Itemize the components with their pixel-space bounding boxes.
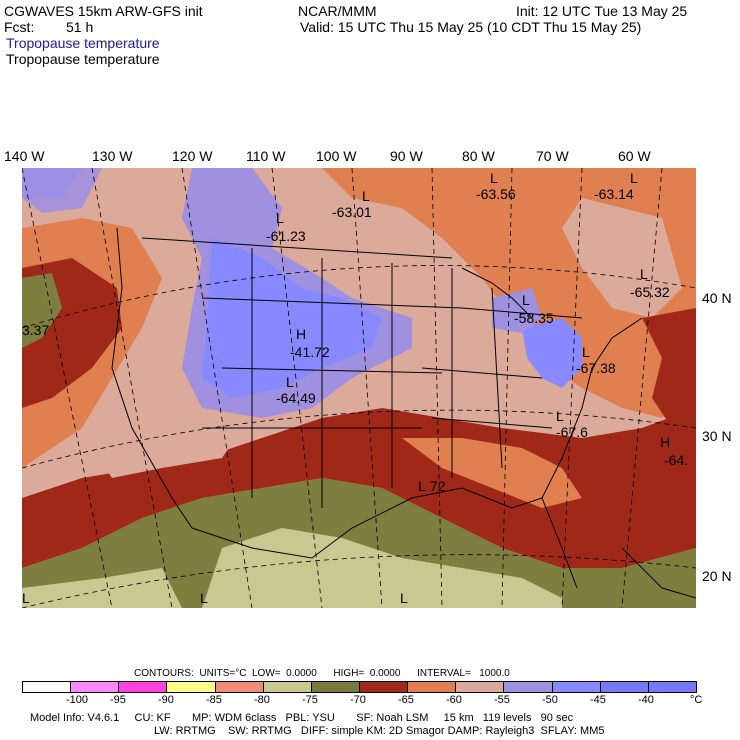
map-low-marker: L [522,292,530,308]
fcst-value: 51 h [66,19,94,35]
map-value-label: -63.01 [332,204,372,220]
lon-label-60w: 60 W [618,148,651,164]
lat-label-20n: 20 N [702,568,732,584]
legend-swatch [503,681,553,693]
map-high-marker: H [296,326,307,342]
map-value-label: -61.23 [266,228,306,244]
pink-region-northeast [562,198,682,318]
map-low-marker: L [22,590,30,606]
legend-tick-label: -50 [542,694,558,706]
lon-label-70w: 70 W [536,148,569,164]
darkred-region-south [22,408,696,568]
map-low-marker: L [582,344,590,360]
map-value-label: -67.6 [556,424,588,440]
legend-tick-label: -65 [398,694,414,706]
legend-swatch [455,681,505,693]
lon-label-120w: 120 W [172,148,213,164]
legend-tick-label: -70 [350,694,366,706]
model-title: CGWAVES 15km ARW-GFS init [4,3,203,19]
model-info-line2: LW: RRTMG SW: RRTMG DIFF: simple KM: 2D … [154,725,605,737]
org-label: NCAR/MMM [298,3,377,19]
legend-tick-label: -95 [110,694,126,706]
field-title: Tropopause temperature [6,51,160,67]
map-value-label: -58.35 [514,310,554,326]
legend-tick-label: -80 [254,694,270,706]
map-low-marker: L [630,170,638,186]
map-value-label: 3.37 [22,322,50,338]
map-high-marker: H [660,434,671,450]
legend-swatch [166,681,216,693]
map-value-label: -65.32 [630,284,670,300]
fcst-label: Fcst: [4,19,35,35]
legend-swatch [118,681,168,693]
legend-swatch [407,681,457,693]
purple-region-greatlakes [492,288,542,333]
map-low-marker: L [400,590,408,606]
legend-unit: °C [690,694,703,706]
color-legend [22,681,697,693]
map-low-marker: L [200,590,208,606]
legend-swatch [22,681,72,693]
blue-region-central [202,238,382,398]
map-low-marker: L [276,210,284,226]
map-value-label: -63.14 [594,186,634,202]
orange-region-southeast [402,438,582,508]
map-low-marker: L [418,478,426,494]
blue-region-eastcoast [522,318,582,388]
lon-label-100w: 100 W [316,148,357,164]
field-title-blue: Tropopause temperature [6,35,160,51]
map-value-label: -64. [664,452,689,468]
legend-swatch [599,681,649,693]
lat-label-30n: 30 N [702,428,732,444]
legend-swatch [310,681,360,693]
pink-region-southwest [92,408,242,478]
map-value-label: -41.72 [290,344,330,360]
legend-swatch [551,681,601,693]
lon-label-130w: 130 W [92,148,133,164]
lon-label-80w: 80 W [462,148,495,164]
valid-time: Valid: 15 UTC Thu 15 May 25 (10 CDT Thu … [300,19,642,35]
legend-tick-label: -40 [638,694,654,706]
map-low-marker: L [490,170,498,186]
legend-tick-label: -45 [590,694,606,706]
tan-region-southwest [22,568,182,608]
contours-info: CONTOURS: UNITS=°C LOW= 0.0000 HIGH= 0.0… [134,668,510,679]
legend-swatch [262,681,312,693]
map-value-label: -63.56 [476,186,516,202]
purple-region-northwest [22,168,102,213]
map-low-marker: L [286,374,294,390]
legend-tick-label: -75 [302,694,318,706]
darkred-region-eastedge [642,308,696,428]
legend-tick-label: -60 [446,694,462,706]
legend-tick-label: -85 [206,694,222,706]
map-value-label: -64.49 [276,390,316,406]
lat-label-40n: 40 N [702,290,732,306]
lon-label-110w: 110 W [246,148,286,164]
legend-tick-label: -55 [494,694,510,706]
tan-region-gulf [202,528,562,608]
map-value-label: -67.38 [576,360,616,376]
legend-swatch [214,681,264,693]
tropopause-temperature-map [22,168,696,608]
legend-swatch [358,681,409,693]
borders [111,227,696,599]
map-low-marker: L [556,408,564,424]
legend-tick-label: -100 [66,694,89,706]
map-value-label: 72 [430,478,446,494]
legend-swatch [70,681,120,693]
model-info-line1: Model Info: V4.6.1 CU: KF MP: WDM 6class… [30,712,574,724]
init-time: Init: 12 UTC Tue 13 May 25 [516,3,688,19]
legend-swatch [647,681,697,693]
map-low-marker: L [640,266,648,282]
olive-region-westcoast [22,273,62,348]
legend-tick-label: -90 [158,694,174,706]
lon-label-140w: 140 W [4,148,45,164]
map-low-marker: L [362,188,370,204]
lon-label-90w: 90 W [390,148,423,164]
